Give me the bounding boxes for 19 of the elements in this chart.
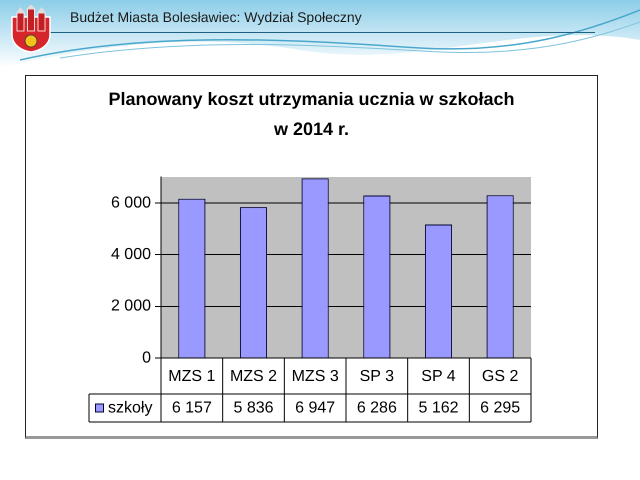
x-tick-label: GS 2: [482, 368, 518, 386]
data-label: 5 162: [418, 399, 459, 416]
y-tick-label: 4 000: [110, 246, 152, 263]
chart-title: Planowany koszt utrzymania ucznia w szkołach w 2014 r.: [107, 88, 516, 141]
data-label: 6 157: [172, 399, 212, 416]
x-tick-label: SP 3: [360, 368, 394, 386]
x-tick-label: MZS 2: [230, 368, 278, 386]
x-tick-label: MZS 1: [168, 368, 216, 386]
y-tick-label: 2 000: [110, 298, 152, 315]
y-tick-label: 6 000: [110, 194, 152, 212]
data-label: 5 836: [233, 399, 274, 416]
text: Budżet Miasta Bolesławiec: Wydział Społeczny: [70, 9, 362, 25]
x-tick-label: SP 4: [421, 368, 456, 386]
x-tick-label: MZS 3: [292, 368, 339, 386]
data-label: 6 947: [295, 399, 336, 416]
legend-label: szkoły: [108, 399, 152, 416]
data-label: 6 286: [356, 399, 397, 416]
y-tick-label: 0: [142, 349, 152, 366]
data-label: 6 295: [480, 399, 520, 416]
